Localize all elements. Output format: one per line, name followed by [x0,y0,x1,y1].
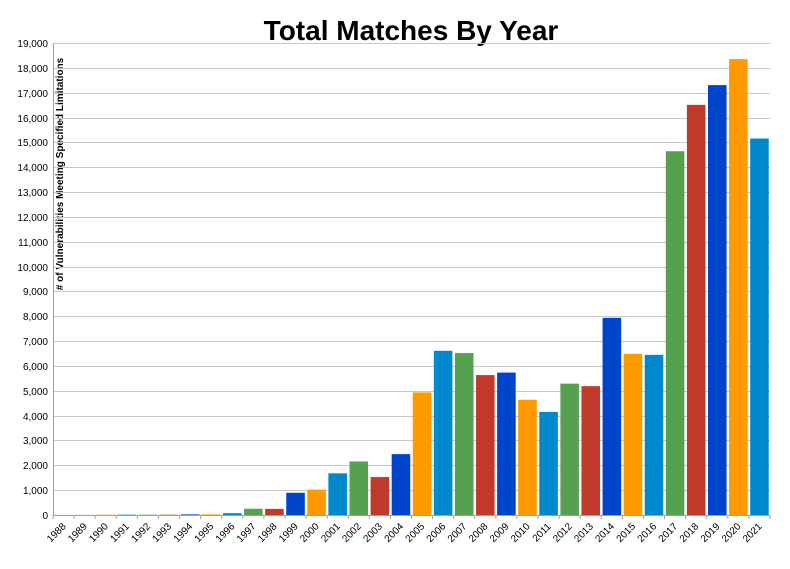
y-tick-label: 18,000 [17,64,48,75]
x-tick-label: 1991 [108,521,132,545]
x-tick-label: 1997 [235,521,259,545]
x-tick-label: 2001 [319,521,343,545]
y-tick-label: 7,000 [23,337,48,348]
x-tick-label: 2021 [741,521,765,545]
bar-2018 [687,105,706,515]
bar-2010 [518,400,537,515]
x-tick-label: 1993 [151,521,175,545]
x-tick-label: 1988 [45,521,69,545]
bar-2021 [750,139,769,515]
bar-2015 [624,354,643,515]
bar-1997 [244,509,263,515]
y-tick-label: 17,000 [17,89,48,100]
bar-2019 [708,85,727,515]
x-tick-label: 1990 [87,521,111,545]
y-tick-label: 6,000 [23,362,48,373]
bar-2013 [581,386,600,515]
y-tick-label: 8,000 [23,312,48,323]
bar-2016 [645,355,664,515]
x-tick-label: 2006 [425,521,449,545]
x-tick-label: 2003 [361,521,385,545]
x-tick-label: 2012 [551,521,575,545]
x-tick-label: 2011 [531,521,554,544]
bar-2000 [307,490,326,515]
bar-2005 [413,392,432,515]
y-tick-label: 2,000 [23,461,48,472]
y-tick-label: 5,000 [23,387,48,398]
y-tick-label: 10,000 [17,263,48,274]
bar-2003 [371,477,390,515]
bars [54,59,768,515]
x-tick-label: 2018 [678,521,702,545]
bar-2014 [603,318,622,515]
bar-1999 [286,493,305,515]
bar-2007 [455,353,474,515]
y-tick-label: 12,000 [17,213,48,224]
bar-1996 [223,513,242,515]
x-tick-label: 2000 [298,521,322,545]
x-tick-label: 2010 [509,521,533,545]
y-axis-label: # of Vulnerabilities Meeting Specified L… [55,57,66,290]
x-tick-label: 2020 [720,521,744,545]
y-tick-label: 19,000 [17,39,48,50]
chart-title: Total Matches By Year [264,15,559,46]
y-tick-label: 13,000 [17,188,48,199]
x-tick-label: 1995 [193,521,217,545]
bar-1995 [202,514,221,515]
y-tick-label: 3,000 [23,436,48,447]
y-tick-label: 1,000 [23,486,48,497]
bar-2001 [328,473,347,515]
x-tick-label: 1989 [66,521,90,545]
x-tick-label: 1999 [277,521,301,545]
x-tick-label: 2004 [383,521,407,545]
x-tick-label: 2017 [657,521,681,545]
x-tick-label: 2002 [340,521,364,545]
y-tick-label: 4,000 [23,412,48,423]
bar-2004 [392,454,411,515]
x-tick-label: 2013 [572,521,596,545]
bar-2017 [666,151,685,515]
y-tick-label: 15,000 [17,138,48,149]
x-tick-label: 1994 [172,521,196,545]
bar-1998 [265,509,284,515]
bar-2020 [729,59,748,515]
y-tick-label: 0 [42,511,48,522]
y-tick-label: 14,000 [17,163,48,174]
x-tick-label: 2009 [488,521,512,545]
y-tick-labels: 0 1,000 2,000 3,000 4,000 5,000 6,000 7,000 8,00… [17,39,48,522]
bar-2002 [350,461,369,515]
x-tick-label: 2014 [593,521,617,545]
bar-1994 [181,514,200,515]
bar-2009 [497,373,516,515]
x-tick-label: 2005 [404,521,428,545]
y-tick-label: 11,000 [18,238,48,249]
bar-2011 [539,412,558,515]
x-tick-label: 2007 [446,521,470,545]
y-tick-label: 9,000 [23,287,48,298]
bar-2008 [476,375,495,515]
y-tick-label: 16,000 [17,114,48,125]
x-tick-label: 1998 [256,521,280,545]
x-tick-label: 2016 [636,521,660,545]
x-tick-label: 1996 [214,521,238,545]
bar-2012 [560,384,579,515]
x-tick-label: 2019 [699,521,723,545]
x-tick-label: 2008 [467,521,491,545]
x-tick-labels: 1988198919901991199219931994199519961997… [45,521,765,545]
x-tick-label: 2015 [615,521,639,545]
bar-2006 [434,351,453,515]
x-tick-label: 1992 [130,521,154,545]
